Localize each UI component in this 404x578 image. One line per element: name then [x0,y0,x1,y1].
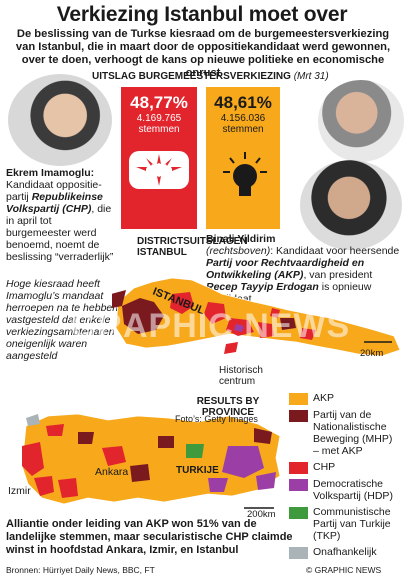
legend-swatch [289,410,308,422]
watermark: GRAPHIC NEWS [70,307,351,345]
imamoglu-text-2: , die in april tot burgemeester werd ben… [6,203,114,263]
results-header-date: (Mrt 31) [293,71,329,82]
legend-swatch [289,393,308,405]
council-quote: Hoge kiesraad heeft Imamoglu’s mandaat h… [6,278,119,362]
imamoglu-description: Ekrem Imamoglu: Kandidaat oppositie-part… [6,167,118,263]
yildirim-position: (rechtsboven) [206,245,271,257]
scale-200km: 200km [247,509,276,520]
turkije-label: TURKIJE [176,465,219,476]
erdogan-photo [300,160,402,250]
imamoglu-photo [8,74,112,166]
akp-votes: 4.156.036 [220,113,266,124]
imamoglu-name: Ekrem Imamoglu: [6,167,95,179]
copyright: © GRAPHIC NEWS [306,565,382,575]
legend-label: Partij van de Nationalistische Beweging … [313,409,393,457]
akp-lightbulb-icon [223,152,267,196]
legend-swatch [289,507,308,519]
ankara-label: Ankara [95,466,129,478]
chp-pct: 48,77% [130,93,188,112]
yildirim-text: : Kandidaat voor heersende [270,245,400,257]
legend-swatch [289,462,308,474]
legend-item-tkp: Communistische Partij van Turkije (TKP) [289,506,401,542]
imamoglu-text-1: Kandidaat oppositie-partij [6,179,102,203]
photo-credit: Foto’s: Getty Images [175,414,258,424]
page-title: Verkiezing Istanbul moet over [56,3,348,26]
yildirim-photo [318,80,404,162]
scale-20km: 20km [360,348,384,359]
legend-item-independent: Onafhankelijk [289,546,401,559]
akp-pct: 48,61% [214,93,272,112]
chp-votes: 4.169.765 [136,113,182,124]
chp-votes-label: stemmen [138,124,180,135]
akp-description: (rechtsboven): Kandidaat voor heersende … [206,245,402,305]
legend-label: Communistische Partij van Turkije (TKP) [313,506,391,542]
historic-centre-label: Historisch centrum [219,365,263,387]
chp-logo-icon [129,151,189,189]
president-name: Recep Tayyip Erdogan [206,281,319,293]
districts-label: DISTRICTSUITSLAGEN ISTANBUL [137,236,248,258]
results-header-title: UITSLAG BURGEMEESTERSVERKIEZING [92,71,291,82]
legend: AKP Partij van de Nationalistische Beweg… [289,392,401,563]
legend-item-hdp: Democratische Volkspartij (HDP) [289,478,401,502]
province-label: RESULTS BY PROVINCE [196,396,260,418]
legend-label: AKP [313,392,335,404]
legend-swatch [289,547,308,559]
bottom-note: Alliantie onder leiding van AKP won 51% … [6,518,293,556]
istanbul-district-map: ISTANBUL [112,277,401,357]
akp-party-name: Partij voor Rechtvaardigheid en Ontwikke… [206,257,365,281]
legend-item-mhp: Partij van de Nationalistische Beweging … [289,409,401,457]
turkey-province-map [21,413,281,509]
intro-text: De beslissing van de Turkse kiesraad om … [15,28,391,79]
legend-label: CHP [313,461,336,473]
akp-result-box: 48,61% 4.156.036 stemmen [206,87,280,147]
akp-text: , van president [303,269,373,281]
legend-item-akp: AKP [289,392,401,405]
sources: Bronnen: Hürriyet Daily News, BBC, FT [6,565,155,575]
yildirim-description: Binali Yildirim [206,233,308,245]
izmir-label: Izmir [8,485,31,497]
imamoglu-party: Republikeinse Volkspartij (CHP) [6,191,103,215]
legend-item-chp: CHP [289,461,401,474]
legend-swatch [289,479,308,491]
legend-label: Democratische Volkspartij (HDP) [313,478,393,502]
results-header: UITSLAG BURGEMEESTERSVERKIEZING (Mrt 31) [92,71,329,82]
yildirim-name: Binali Yildirim [206,233,276,245]
legend-label: Onafhankelijk [313,546,377,558]
akp-votes-label: stemmen [222,124,264,135]
chp-result-box: 48,77% 4.169.765 stemmen [121,87,197,147]
